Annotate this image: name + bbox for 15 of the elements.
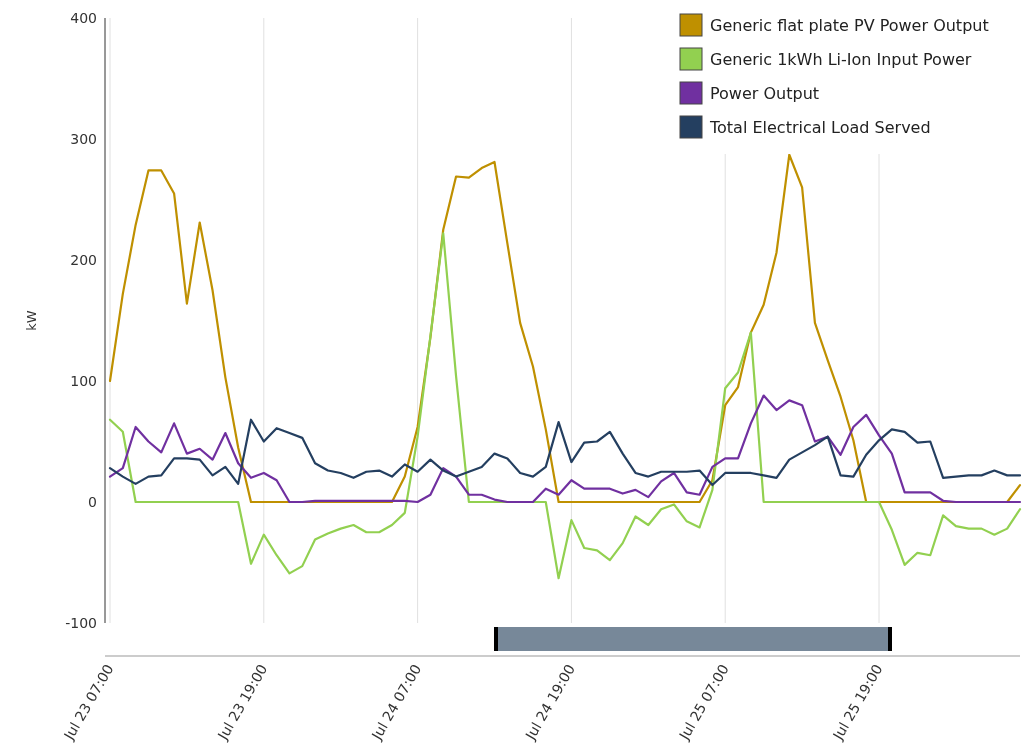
line-series: [108, 418, 1022, 487]
line-series: [108, 394, 1022, 504]
y-tick-label: 400: [70, 9, 97, 26]
legend-label: Generic 1kWh Li-Ion Input Power: [710, 49, 972, 69]
y-tick-label: 0: [88, 493, 97, 510]
legend-label: Generic flat plate PV Power Output: [710, 15, 989, 35]
y-tick-label: 200: [70, 251, 97, 268]
y-tick-label: -100: [65, 614, 97, 631]
legend-label: Power Output: [710, 83, 820, 103]
legend-label: Total Electrical Load Served: [709, 117, 931, 137]
y-tick-label: 300: [70, 130, 97, 147]
y-tick-label: 100: [70, 372, 97, 389]
line-series: [108, 232, 1022, 580]
line-series: [108, 153, 1022, 504]
y-axis-title: kW: [24, 310, 39, 331]
